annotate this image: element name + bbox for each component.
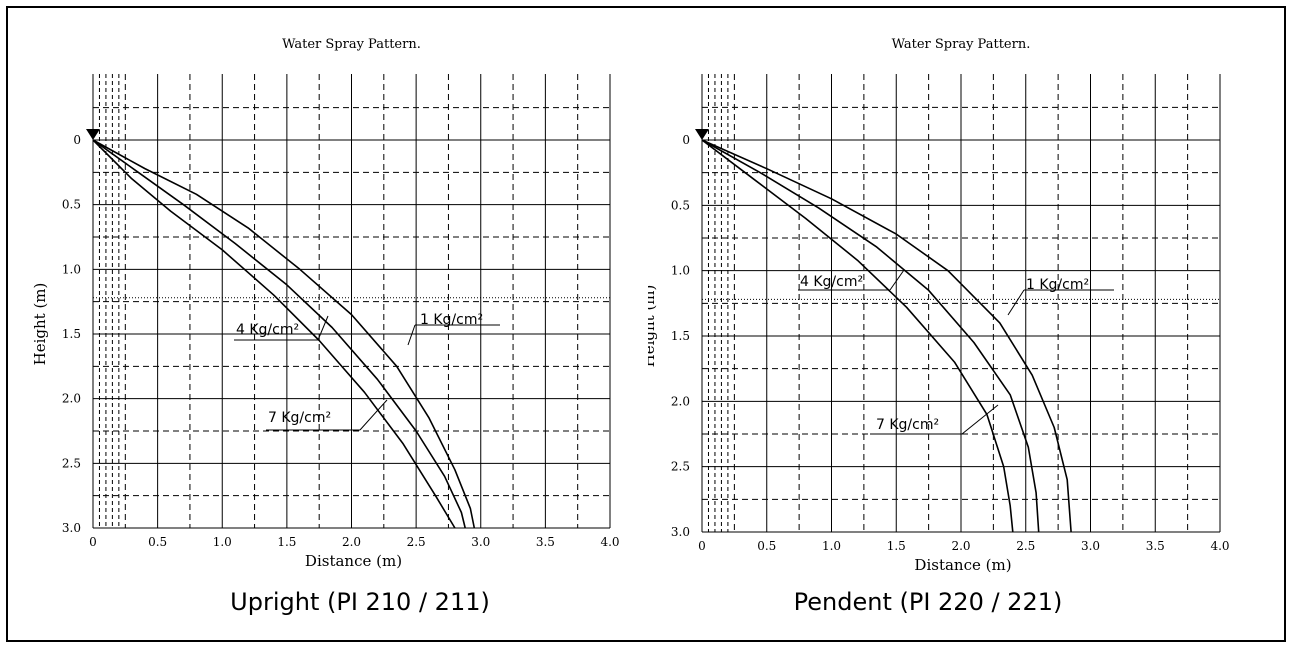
figure-frame xyxy=(6,6,1286,642)
annotation-label: 4 Kg/cm² xyxy=(236,322,299,338)
x-tick-label: 3.5 xyxy=(536,535,555,549)
y-tick-label: 3.0 xyxy=(671,525,690,539)
annotation-label: 4 Kg/cm² xyxy=(800,274,863,290)
series-line-2 xyxy=(92,139,466,529)
caption-left: Upright (PI 210 / 211) xyxy=(230,588,490,616)
annotation-label: 1 Kg/cm² xyxy=(1026,277,1089,293)
chart-title: Water Spray Pattern. xyxy=(892,37,1031,52)
x-tick-label: 1.0 xyxy=(213,535,232,549)
y-tick-label: 0 xyxy=(73,133,81,147)
annotation-leader xyxy=(889,269,905,291)
x-tick-label: 0.5 xyxy=(757,539,776,553)
y-tick-label: 1.5 xyxy=(671,329,690,343)
x-tick-label: 4.0 xyxy=(600,535,619,549)
annotation-leader xyxy=(317,315,329,341)
y-tick-label: 2.0 xyxy=(62,392,81,406)
y-tick-label: 1.5 xyxy=(62,327,81,341)
x-tick-label: 2.0 xyxy=(342,535,361,549)
caption-right: Pendent (PI 220 / 221) xyxy=(793,588,1063,616)
chart-title: Water Spray Pattern. xyxy=(282,37,421,52)
grid xyxy=(92,74,611,529)
annotation-leader xyxy=(1007,289,1025,316)
series-line-3 xyxy=(92,139,456,529)
annotation-leader xyxy=(961,404,999,435)
series-line-3 xyxy=(701,139,1014,533)
y-tick-label: 1.0 xyxy=(671,264,690,278)
series-line-1 xyxy=(92,139,476,529)
x-axis-label: Distance (m) xyxy=(914,556,1011,574)
x-tick-label: 1.5 xyxy=(887,539,906,553)
annotation-label: 1 Kg/cm² xyxy=(420,312,483,328)
nozzle-marker xyxy=(695,129,709,140)
annotation-leader xyxy=(359,399,388,431)
y-tick-label: 2.5 xyxy=(671,460,690,474)
y-tick-label: 1.0 xyxy=(62,262,81,276)
x-tick-label: 3.0 xyxy=(471,535,490,549)
x-tick-label: 3.5 xyxy=(1146,539,1165,553)
annotation-leader xyxy=(407,324,416,346)
chart-left: Water Spray Pattern. 0 0.5 1.0 1.5 2.0 2.5 3.0 3… xyxy=(31,37,620,570)
y-tick-label: 2.0 xyxy=(671,394,690,408)
x-tick-label: 1.0 xyxy=(822,539,841,553)
y-tick-label: 0.5 xyxy=(671,198,690,212)
x-axis-label: Distance (m) xyxy=(305,552,402,570)
x-tick-label: 2.5 xyxy=(407,535,426,549)
y-tick-label: 0 xyxy=(682,133,690,147)
annotation-label: 7 Kg/cm² xyxy=(268,410,331,426)
x-tick-label: 3.0 xyxy=(1081,539,1100,553)
x-tick-label: 2.0 xyxy=(951,539,970,553)
x-tick-label: 2.5 xyxy=(1016,539,1035,553)
series-line-1 xyxy=(701,139,1072,533)
annotation-label: 7 Kg/cm² xyxy=(876,417,939,433)
nozzle-marker xyxy=(86,129,100,140)
x-tick-label: 0 xyxy=(89,535,97,549)
y-axis-label: Height (m) xyxy=(648,285,658,368)
x-tick-label: 4.0 xyxy=(1210,539,1229,553)
chart-right: Water Spray Pattern. 0 0.5 1.0 1.5 2.0 2.5 3.0 3… xyxy=(648,37,1230,574)
x-tick-label: 1.5 xyxy=(277,535,296,549)
grid xyxy=(701,74,1221,533)
y-tick-label: 3.0 xyxy=(62,521,81,535)
y-tick-label: 2.5 xyxy=(62,456,81,470)
y-axis-label: Height (m) xyxy=(31,283,49,366)
y-tick-label: 0.5 xyxy=(62,198,81,212)
series-line-2 xyxy=(701,139,1040,533)
x-tick-label: 0 xyxy=(698,539,706,553)
x-tick-label: 0.5 xyxy=(148,535,167,549)
